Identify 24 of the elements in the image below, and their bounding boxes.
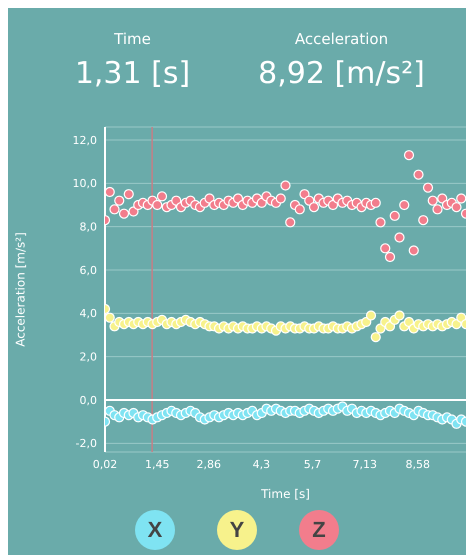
- x-tick-label: 7,13: [352, 458, 378, 471]
- text: X: [135, 510, 175, 550]
- text: Y: [217, 510, 257, 550]
- x-tick-label: 0,02: [92, 458, 118, 471]
- y-tick-label: 12,0: [72, 134, 97, 147]
- y-tick-label: 10,0: [72, 177, 97, 190]
- text: Acceleration: [294, 30, 390, 48]
- x-tick-label: 2,86: [196, 458, 222, 471]
- y-tick-label: -2,0: [76, 437, 97, 450]
- y-tick-label: 2,0: [80, 350, 97, 364]
- x-tick-label: 5,7: [304, 458, 322, 471]
- y-tick-label: 6,0: [80, 264, 97, 277]
- x-tick-label: 1,45: [145, 458, 170, 471]
- text: 8,92 [m/s²]: [257, 56, 426, 91]
- y-tick-label: 8,0: [80, 220, 97, 234]
- y-tick-label: 0,0: [80, 394, 97, 407]
- x-tick-label: 4,3: [252, 458, 270, 471]
- text: Z: [299, 510, 339, 550]
- x-axis-title: Time [s]: [260, 487, 310, 501]
- y-tick-label: 4,0: [80, 307, 97, 320]
- text: 1,31 [s]: [74, 56, 192, 91]
- text: Time: [113, 30, 152, 48]
- y-axis-title: Acceleration [m/s²]: [13, 232, 28, 347]
- x-tick-label: 8,58: [406, 458, 430, 471]
